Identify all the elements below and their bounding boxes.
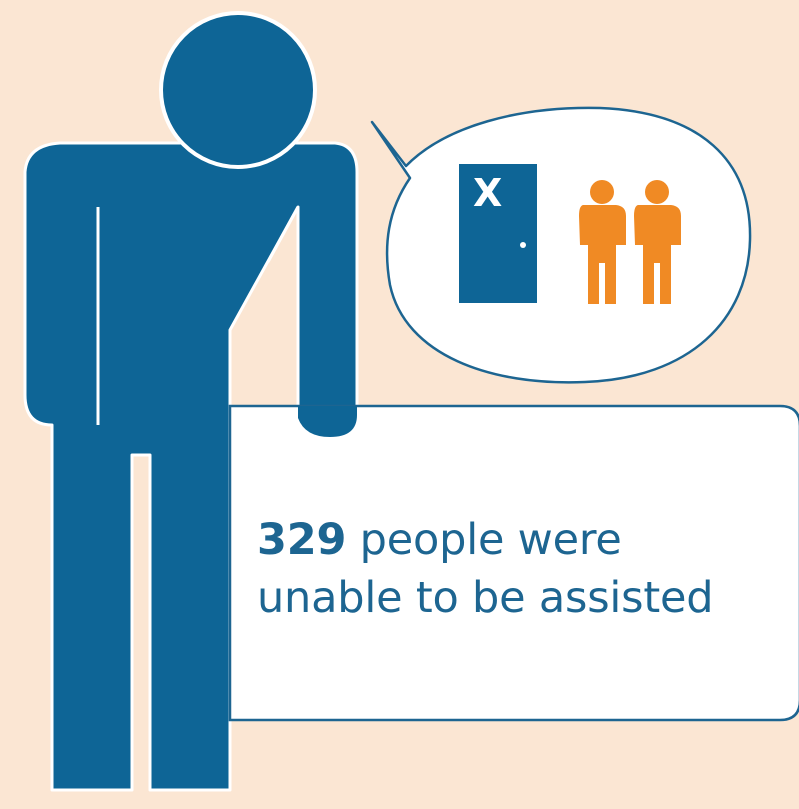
speech-bubble xyxy=(370,106,752,384)
orange-person-icon xyxy=(634,180,681,304)
two-people-icon xyxy=(579,180,681,304)
hand-shape xyxy=(298,406,357,437)
closed-door-icon: X xyxy=(459,164,537,303)
text-panel xyxy=(228,404,799,722)
orange-person-icon xyxy=(579,180,626,304)
statement-line1-rest: people were xyxy=(346,515,622,565)
statement-count: 329 xyxy=(257,515,347,565)
statement-line2: unable to be assisted xyxy=(257,573,714,623)
door-x-mark: X xyxy=(473,171,502,215)
statement-text: 329 people were unable to be assisted xyxy=(257,511,797,627)
